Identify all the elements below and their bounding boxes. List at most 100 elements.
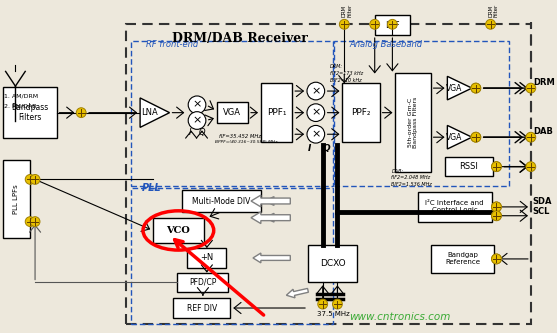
Text: DRM: DRM bbox=[533, 78, 555, 87]
Circle shape bbox=[491, 202, 501, 212]
Text: DAB:: DAB: bbox=[392, 168, 403, 173]
Text: SCL: SCL bbox=[533, 207, 550, 216]
Text: BPPF=(40.316~30.588) MHz: BPPF=(40.316~30.588) MHz bbox=[214, 140, 277, 144]
Bar bbox=[395, 73, 431, 171]
Bar bbox=[173, 298, 231, 318]
Circle shape bbox=[25, 217, 35, 226]
Text: SDA: SDA bbox=[533, 197, 553, 206]
Text: VGA: VGA bbox=[446, 84, 462, 93]
Text: RF front-end: RF front-end bbox=[146, 40, 198, 49]
Text: I²C Interface and
Control Logic: I²C Interface and Control Logic bbox=[426, 200, 484, 213]
Text: PLL LPFs: PLL LPFs bbox=[13, 184, 19, 214]
Text: fIF2=173 kHz: fIF2=173 kHz bbox=[330, 71, 363, 76]
Text: 1. AM/DRM: 1. AM/DRM bbox=[4, 94, 38, 99]
Text: PPF₂: PPF₂ bbox=[351, 108, 371, 117]
Text: PPF₁: PPF₁ bbox=[267, 108, 286, 117]
Text: Bandpass
Filters: Bandpass Filters bbox=[11, 103, 48, 122]
Bar bbox=[343, 83, 380, 142]
Polygon shape bbox=[447, 76, 472, 100]
Circle shape bbox=[318, 299, 328, 309]
Bar bbox=[308, 245, 357, 282]
Text: I: I bbox=[189, 128, 192, 137]
Bar bbox=[131, 41, 333, 186]
Circle shape bbox=[471, 132, 481, 142]
Text: LNA: LNA bbox=[141, 108, 158, 117]
Circle shape bbox=[491, 254, 501, 264]
Bar bbox=[177, 273, 228, 292]
Bar bbox=[418, 192, 491, 222]
Text: ×: × bbox=[192, 100, 202, 110]
Text: PFD/CP: PFD/CP bbox=[189, 278, 217, 287]
Circle shape bbox=[526, 162, 536, 171]
Bar bbox=[3, 160, 30, 238]
Text: ×: × bbox=[311, 86, 320, 96]
Circle shape bbox=[188, 96, 206, 114]
Text: ×: × bbox=[311, 129, 320, 139]
Text: DRM:: DRM: bbox=[330, 65, 343, 70]
Circle shape bbox=[339, 19, 349, 29]
Text: fIF=35.452 MHz: fIF=35.452 MHz bbox=[219, 134, 261, 139]
Bar bbox=[431, 245, 495, 273]
Text: LPF: LPF bbox=[385, 21, 400, 30]
FancyArrow shape bbox=[251, 212, 290, 223]
Text: Analog Baseband: Analog Baseband bbox=[349, 40, 422, 49]
Circle shape bbox=[25, 174, 35, 184]
Text: VGA: VGA bbox=[223, 108, 241, 117]
Circle shape bbox=[30, 217, 40, 226]
Circle shape bbox=[491, 211, 501, 221]
Text: 37.5 MHz: 37.5 MHz bbox=[317, 311, 350, 317]
Text: VGA: VGA bbox=[446, 133, 462, 142]
Circle shape bbox=[370, 19, 380, 29]
Bar bbox=[217, 102, 248, 124]
Circle shape bbox=[307, 126, 325, 143]
Text: Q: Q bbox=[199, 128, 206, 137]
Bar bbox=[131, 188, 333, 324]
Circle shape bbox=[486, 19, 496, 29]
Circle shape bbox=[188, 112, 206, 129]
Bar bbox=[153, 218, 204, 243]
Text: Q: Q bbox=[323, 144, 330, 153]
Text: I: I bbox=[308, 144, 311, 153]
Text: 2. FM/DAB: 2. FM/DAB bbox=[4, 104, 36, 109]
Circle shape bbox=[491, 162, 501, 171]
Polygon shape bbox=[140, 98, 169, 128]
FancyArrow shape bbox=[253, 253, 290, 263]
FancyArrow shape bbox=[251, 195, 290, 207]
Text: ×: × bbox=[311, 108, 320, 118]
Text: VCO: VCO bbox=[167, 226, 190, 235]
Text: DRM
Filter: DRM Filter bbox=[342, 4, 353, 17]
Circle shape bbox=[491, 254, 501, 264]
Circle shape bbox=[526, 83, 536, 93]
Text: DAB: DAB bbox=[533, 127, 553, 136]
Text: fIF2=2.048 MHz: fIF2=2.048 MHz bbox=[392, 175, 431, 180]
Circle shape bbox=[471, 83, 481, 93]
Circle shape bbox=[307, 104, 325, 122]
Circle shape bbox=[526, 132, 536, 142]
Circle shape bbox=[30, 174, 40, 184]
Circle shape bbox=[76, 108, 86, 118]
FancyArrow shape bbox=[286, 288, 309, 298]
Text: DRM/DAB Receiver: DRM/DAB Receiver bbox=[173, 32, 309, 45]
Text: ×: × bbox=[192, 116, 202, 126]
Bar bbox=[126, 24, 531, 324]
Text: Multi-Mode DIV: Multi-Mode DIV bbox=[192, 196, 251, 205]
Text: 5th-order Gm-C
Bandpass Filters: 5th-order Gm-C Bandpass Filters bbox=[408, 97, 418, 148]
Text: REF DIV: REF DIV bbox=[187, 303, 217, 312]
Circle shape bbox=[491, 162, 501, 171]
Circle shape bbox=[307, 82, 325, 100]
Bar bbox=[446, 157, 492, 176]
Bar bbox=[334, 41, 509, 186]
Text: PLL: PLL bbox=[142, 183, 162, 193]
Circle shape bbox=[333, 299, 343, 309]
Bar bbox=[3, 87, 57, 138]
Text: RSSI: RSSI bbox=[460, 162, 478, 171]
Text: BIF2=1.536 MHz: BIF2=1.536 MHz bbox=[392, 182, 432, 187]
Circle shape bbox=[471, 83, 481, 93]
Bar bbox=[261, 83, 292, 142]
Bar bbox=[182, 190, 261, 212]
Circle shape bbox=[388, 19, 397, 29]
Circle shape bbox=[491, 211, 501, 221]
Circle shape bbox=[491, 202, 501, 212]
Circle shape bbox=[471, 132, 481, 142]
Text: www.cntronics.com: www.cntronics.com bbox=[349, 312, 451, 322]
